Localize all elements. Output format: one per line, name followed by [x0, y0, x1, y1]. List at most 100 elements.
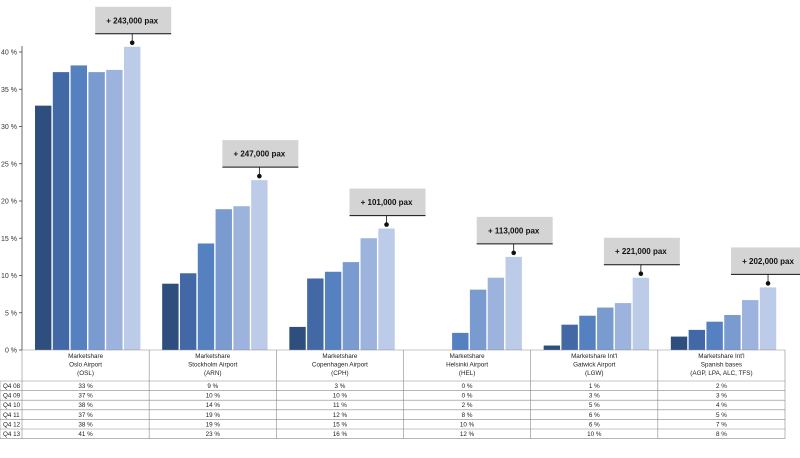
callout-box [603, 237, 680, 265]
table-cell: 5 % [716, 412, 727, 419]
callout-label: + 113,000 pax [488, 226, 540, 235]
bar [724, 314, 741, 350]
callout-dot [511, 250, 516, 256]
callout-dot [257, 173, 262, 179]
table-cell: 37 % [78, 412, 93, 419]
table-cell: 1 % [589, 383, 600, 390]
y-tick-label: 30 % [1, 124, 17, 131]
category-label: Marketshare [195, 353, 230, 360]
bar [543, 345, 561, 350]
y-tick-label: 40 % [1, 50, 17, 57]
table-cell: 2 % [462, 402, 473, 409]
table-cell: 4 % [716, 402, 727, 409]
table-cell: 14 % [206, 402, 221, 409]
table-cell: 8 % [716, 431, 727, 438]
table-cell: 8 % [462, 412, 473, 419]
bar [378, 228, 395, 350]
table-cell: 3 % [716, 393, 727, 400]
table-cell: 3 % [334, 383, 345, 390]
callout-box [476, 216, 553, 244]
bar [179, 273, 197, 350]
y-tick-label: 15 % [1, 236, 17, 243]
category-label: (HEL) [459, 370, 475, 377]
bar [324, 271, 342, 350]
bar [289, 326, 306, 350]
y-axis: 0 % 5 % 10 % 15 % 20 % 25 % 30 % 35 % 40 % [1, 46, 23, 355]
y-tick-label: 0 % [5, 348, 17, 355]
bar [342, 262, 360, 350]
row-label: Q4 08 [3, 383, 21, 390]
category-label: (AGP, LPA, ALC, TFS) [690, 370, 752, 377]
bar [52, 72, 70, 351]
bar [614, 303, 632, 350]
callout-dot [129, 40, 135, 46]
table-cell: 10 % [206, 393, 221, 400]
bar [35, 105, 52, 350]
category-label: Spanish bases [701, 362, 742, 369]
bar [688, 329, 706, 350]
callouts: + 243,000 pax + 247,000 pax + 101,000 pax +… [95, 6, 800, 286]
category-label: Gatwick Airport [573, 362, 616, 369]
table-cell: 19 % [206, 412, 221, 419]
bar [632, 277, 650, 350]
callout-label: + 243,000 pax [106, 16, 158, 25]
bar [469, 289, 487, 350]
bar [197, 243, 215, 350]
table-cell: 10 % [333, 393, 348, 400]
y-tick-label: 10 % [1, 273, 17, 280]
bar [106, 69, 123, 350]
table-cell: 9 % [207, 383, 218, 390]
table-cell: 6 % [589, 412, 600, 419]
table-cell: 12 % [460, 431, 475, 438]
table-cell: 10 % [587, 431, 602, 438]
table-cell: 12 % [333, 412, 348, 419]
category-label: (ARN) [204, 370, 222, 377]
y-tick-label: 35 % [1, 87, 17, 94]
bar [307, 278, 324, 350]
callout-dot [638, 271, 644, 277]
bar [360, 238, 377, 350]
y-tick-label: 25 % [1, 161, 17, 168]
bar [706, 321, 723, 350]
bar [759, 287, 777, 350]
callout-label: + 247,000 pax [233, 150, 285, 159]
bar [251, 180, 268, 350]
bar [670, 336, 688, 350]
bar [215, 209, 232, 350]
callout-box [222, 140, 299, 168]
category-label: Marketshare [322, 353, 357, 360]
row-label: Q4 09 [3, 393, 21, 400]
category-label: Stockholm Airport [188, 362, 238, 369]
y-tick-label: 20 % [1, 199, 17, 206]
category-label: (LGW) [585, 370, 604, 377]
table-cell: 16 % [333, 431, 348, 438]
callout-label: + 221,000 pax [615, 247, 667, 256]
callout-box [731, 247, 800, 275]
table-cell: 0 % [462, 393, 473, 400]
bar [561, 324, 578, 350]
category-label: (CPH) [331, 370, 349, 377]
table-cell: 37 % [78, 393, 93, 400]
table-cell: 33 % [78, 383, 93, 390]
bars [35, 46, 777, 351]
table-cell: 3 % [589, 393, 600, 400]
table-cell: 41 % [78, 431, 93, 438]
bar [742, 300, 759, 350]
bar [162, 283, 179, 350]
table-cell: 2 % [716, 383, 727, 390]
row-label: Q4 11 [3, 412, 20, 419]
callout-dot [384, 222, 389, 227]
category-label: Marketshare [68, 353, 103, 360]
bar [233, 206, 250, 350]
callout-box [349, 188, 426, 216]
table-cell: 0 % [462, 383, 473, 390]
category-label: Marketshare Int'l [698, 353, 744, 360]
bar [70, 65, 87, 350]
table-cell: 6 % [589, 421, 600, 428]
callout-label: + 202,000 pax [742, 257, 794, 266]
callout-dot [765, 281, 771, 286]
bar [88, 72, 105, 351]
category-label: Copenhagen Airport [312, 362, 368, 369]
table-cell: 15 % [333, 421, 348, 428]
bar [452, 332, 469, 350]
